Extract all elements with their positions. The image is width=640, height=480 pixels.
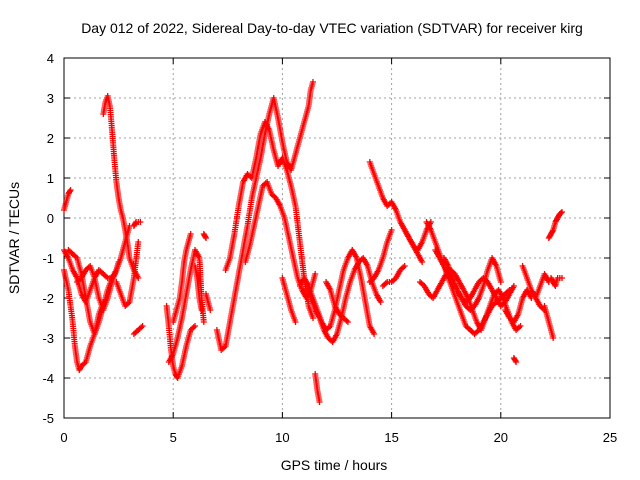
data-point (312, 271, 319, 277)
y-tick-label: 4 (47, 51, 54, 66)
data-point (557, 210, 564, 216)
x-tick-label: 10 (275, 430, 289, 445)
data-point (512, 357, 519, 364)
data-point (316, 399, 323, 405)
data-point (292, 319, 299, 325)
series-track-32 (476, 255, 504, 301)
data-point (517, 323, 524, 329)
series-track-5 (74, 259, 122, 313)
series-track-6 (100, 93, 142, 281)
data-point (137, 219, 144, 225)
series-track-25 (366, 227, 395, 285)
series-track-1 (61, 187, 74, 213)
series-track-36 (532, 271, 552, 301)
x-tick-label: 15 (384, 430, 398, 445)
y-tick-label: -2 (42, 291, 54, 306)
data-point (419, 259, 426, 265)
data-point (139, 323, 146, 329)
x-tick-label: 20 (494, 430, 508, 445)
grid-lines (64, 58, 610, 418)
series-track-7 (113, 239, 142, 309)
series-track-12 (170, 231, 194, 325)
data-point (310, 79, 316, 85)
data-point (549, 228, 556, 235)
data-point (497, 279, 504, 285)
data-point (377, 299, 384, 305)
data-point (513, 359, 520, 365)
y-tick-label: -1 (42, 251, 54, 266)
data-point (132, 220, 139, 227)
series-track-27 (401, 227, 426, 265)
series-track-16 (213, 79, 316, 353)
data-point (66, 188, 73, 195)
series-track-21 (307, 255, 384, 345)
data-point (198, 307, 205, 313)
y-tick-label: -5 (42, 411, 54, 426)
series-track-26 (379, 263, 408, 289)
x-axis-label: GPS time / hours (281, 457, 388, 473)
series-track-14 (200, 231, 209, 241)
data-point (67, 187, 74, 193)
axis-ticks: 0 5 10 15 20 25 -5 -4 -3 -2 -1 0 1 2 3 4 (42, 51, 617, 445)
series-track-8 (130, 219, 144, 229)
y-tick-label: 1 (47, 171, 54, 186)
data-point (310, 315, 316, 321)
series-track-33 (502, 287, 535, 325)
series-track-17 (222, 119, 316, 321)
data-point (371, 331, 378, 337)
series-track-23 (323, 279, 351, 325)
data-point (187, 231, 194, 237)
y-tick-label: 2 (47, 131, 54, 146)
data-point (559, 275, 565, 281)
series-track-37 (541, 303, 557, 341)
data-point (344, 319, 351, 325)
series-track-22 (312, 371, 323, 405)
data-point (388, 227, 395, 233)
series-track-4 (65, 247, 115, 337)
series-track-38 (548, 275, 565, 289)
data-point (200, 319, 207, 325)
x-tick-label: 25 (603, 430, 617, 445)
y-tick-label: -4 (42, 371, 54, 386)
y-tick-label: 0 (47, 211, 54, 226)
data-point (203, 235, 209, 241)
chart-title: Day 012 of 2022, Sidereal Day-to-day VTE… (81, 20, 583, 36)
data-point (559, 209, 565, 215)
data-point (135, 239, 142, 245)
series-track-39 (545, 209, 565, 241)
series-track-34 (510, 355, 520, 365)
series-track-13 (192, 263, 205, 313)
data-point (550, 335, 557, 341)
data-point (202, 233, 209, 240)
series-track-31 (441, 255, 517, 309)
data-point (207, 307, 214, 313)
data-point (510, 283, 517, 289)
data-point (401, 263, 408, 269)
series-track-15 (203, 291, 214, 313)
series-track-19 (279, 275, 299, 325)
data-point (192, 323, 198, 329)
data-points (61, 79, 565, 405)
series-track-9 (130, 323, 146, 337)
series-track-24 (366, 159, 434, 253)
data-point (115, 259, 122, 265)
x-tick-label: 5 (170, 430, 177, 445)
y-tick-label: -3 (42, 331, 54, 346)
y-axis-label: SDTVAR / TECUs (6, 182, 22, 294)
series-track-10 (163, 303, 198, 381)
plot-frame (63, 57, 611, 419)
y-tick-label: 3 (47, 91, 54, 106)
x-tick-label: 0 (60, 430, 67, 445)
